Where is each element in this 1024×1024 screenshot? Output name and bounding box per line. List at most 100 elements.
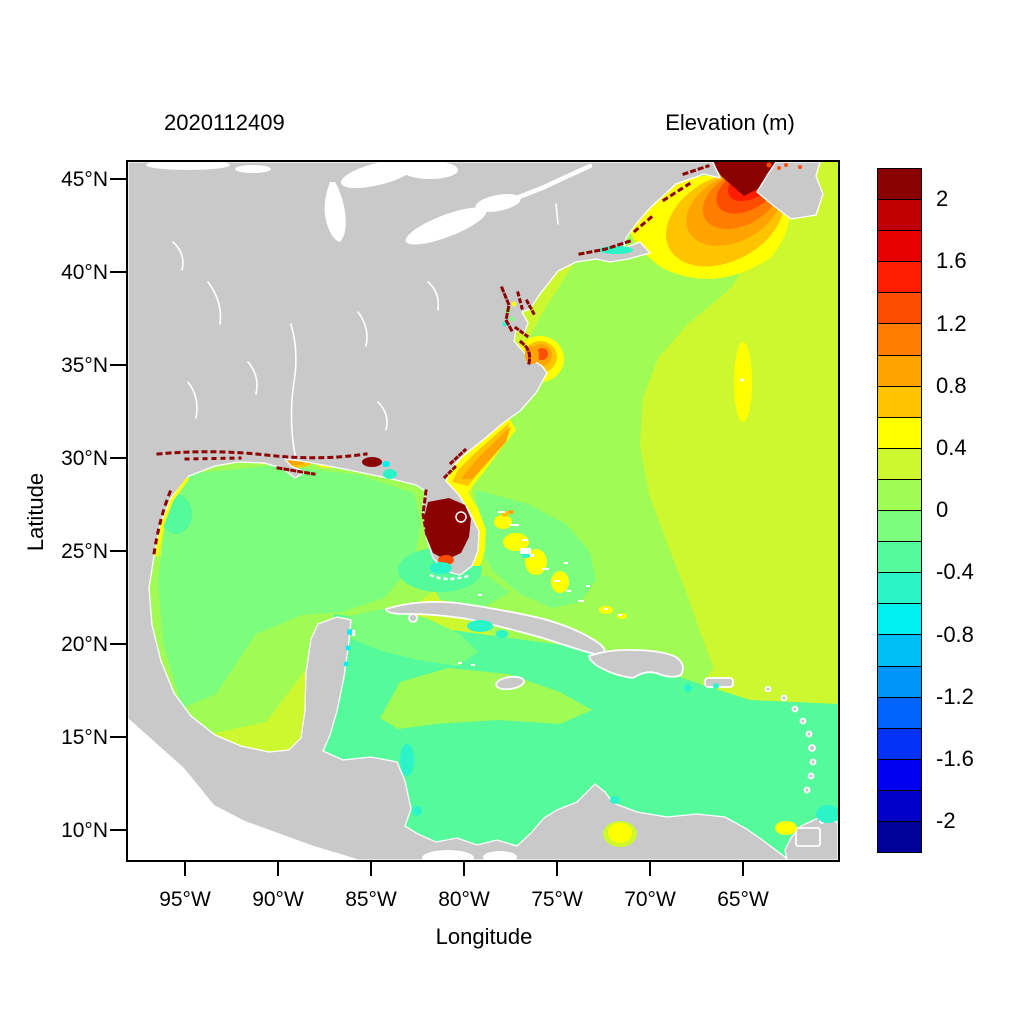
- florida-bay-patch: [430, 562, 452, 574]
- florida-east-coast-band: [458, 490, 486, 566]
- land-nova-scotia: [756, 162, 824, 220]
- rivers: [172, 241, 440, 461]
- y-tick-label: 10°N: [61, 819, 108, 842]
- island-puerto-rico: [704, 677, 734, 688]
- y-tick-mark: [110, 550, 128, 552]
- georgia-coast-hotspot: [442, 416, 516, 494]
- y-tick-label: 40°N: [61, 261, 108, 284]
- x-tick-label: 75°W: [531, 888, 583, 911]
- colorbar-cell: [878, 355, 921, 387]
- estuary-speckles: [152, 164, 710, 556]
- colorbar-cell: [878, 666, 921, 698]
- colorbar-title: Elevation (m): [665, 110, 795, 135]
- map-frame: [126, 160, 840, 862]
- y-tick-mark: [110, 364, 128, 366]
- colorbar-cell: [878, 200, 921, 232]
- x-tick-label: 70°W: [624, 888, 676, 911]
- colorbar-cell: [878, 604, 921, 636]
- big-bend-patch: [383, 469, 397, 479]
- colorbar-tick-label: 1.6: [936, 248, 967, 274]
- x-tick-mark: [556, 861, 558, 876]
- bahama-bank-patch: [494, 515, 512, 529]
- colorbar-cell: [878, 511, 921, 543]
- y-tick-mark: [110, 457, 128, 459]
- colorbar-cell: [878, 386, 921, 418]
- x-tick-mark: [277, 861, 279, 876]
- y-tick-label: 15°N: [61, 726, 108, 749]
- colorbar-tick-label: -1.2: [936, 683, 974, 709]
- x-tick-label: 85°W: [345, 888, 397, 911]
- margarita-patch: [608, 823, 632, 843]
- colorbar-tick-label: 0.4: [936, 434, 967, 460]
- colorbar-tick-label: 1.2: [936, 310, 967, 336]
- y-tick-mark: [110, 178, 128, 180]
- x-tick-label: 80°W: [438, 888, 490, 911]
- colorbar-cell: [878, 479, 921, 512]
- colorbar-tick-label: 0.8: [936, 372, 967, 398]
- colorbar-tick-label: -0.8: [936, 621, 974, 647]
- texas-coast-strip: [154, 477, 190, 557]
- colorbar-cell: [878, 542, 921, 574]
- bay-of-fundy-hotspot: [626, 162, 790, 279]
- caribbean-mid-band: [380, 668, 592, 729]
- island-bermuda: [740, 378, 744, 382]
- x-tick-mark: [649, 861, 651, 876]
- y-tick-mark: [110, 736, 128, 738]
- gulf-of-mexico-interior: [158, 465, 421, 708]
- y-tick-label: 45°N: [61, 168, 108, 191]
- y-tick-label: 30°N: [61, 447, 108, 470]
- great-lakes: [146, 162, 593, 245]
- island-jamaica: [495, 675, 525, 691]
- x-tick-label: 95°W: [159, 888, 211, 911]
- y-tick-mark: [110, 829, 128, 831]
- colorbar-tick-label: 2: [936, 186, 949, 212]
- pacific-outside-domain: [128, 718, 360, 860]
- island-trinidad: [795, 827, 821, 847]
- x-tick-mark: [370, 861, 372, 876]
- colorbar-cell: [878, 728, 921, 760]
- colorbar-cell: [878, 293, 921, 325]
- island-isle-of-youth: [408, 613, 418, 623]
- y-tick-mark: [110, 643, 128, 645]
- colorbar-tick-label: 0: [936, 497, 949, 523]
- cayman-region: [340, 608, 478, 666]
- colorbar-cell: [878, 324, 921, 356]
- south-cuba-patch: [467, 620, 493, 632]
- lake-okeechobee: [455, 511, 467, 523]
- colorbar-cell: [878, 262, 921, 294]
- colorbar-cell: [878, 231, 921, 263]
- colorbar-cell: [878, 448, 921, 480]
- lesser-antilles: [764, 685, 817, 794]
- island-cozumel: [352, 630, 355, 636]
- x-tick-label: 65°W: [717, 888, 769, 911]
- map: [128, 162, 838, 860]
- colorbar-tick-label: -2: [936, 808, 956, 834]
- x-axis-label: Longitude: [435, 924, 533, 949]
- colorbar: [877, 168, 922, 854]
- island-hispaniola: [587, 648, 684, 679]
- islands: [385, 600, 825, 847]
- y-tick-label: 35°N: [61, 354, 108, 377]
- y-tick-mark: [110, 271, 128, 273]
- colorbar-cell: [878, 635, 921, 667]
- colorbar-cell: [878, 790, 921, 822]
- x-tick-mark: [463, 861, 465, 876]
- colorbar-cell: [878, 417, 921, 449]
- bermuda-patch: [734, 342, 752, 422]
- colorbar-tick-label: -1.6: [936, 745, 974, 771]
- nicaragua-coast-patch: [400, 744, 414, 776]
- x-tick-mark: [742, 861, 744, 876]
- x-tick-mark: [184, 861, 186, 876]
- y-tick-label: 25°N: [61, 540, 108, 563]
- colorbar-cell: [878, 169, 921, 201]
- x-tick-label: 90°W: [252, 888, 304, 911]
- orinoco-corner-patch: [816, 805, 838, 823]
- mobile-bay-blob: [362, 457, 382, 467]
- colorbar-tick-label: -0.4: [936, 559, 974, 585]
- colorbar-cell: [878, 573, 921, 605]
- y-tick-label: 20°N: [61, 633, 108, 656]
- colorbar-cell: [878, 759, 921, 791]
- bahamas-islands: [352, 378, 744, 666]
- colorbar-cell: [878, 697, 921, 729]
